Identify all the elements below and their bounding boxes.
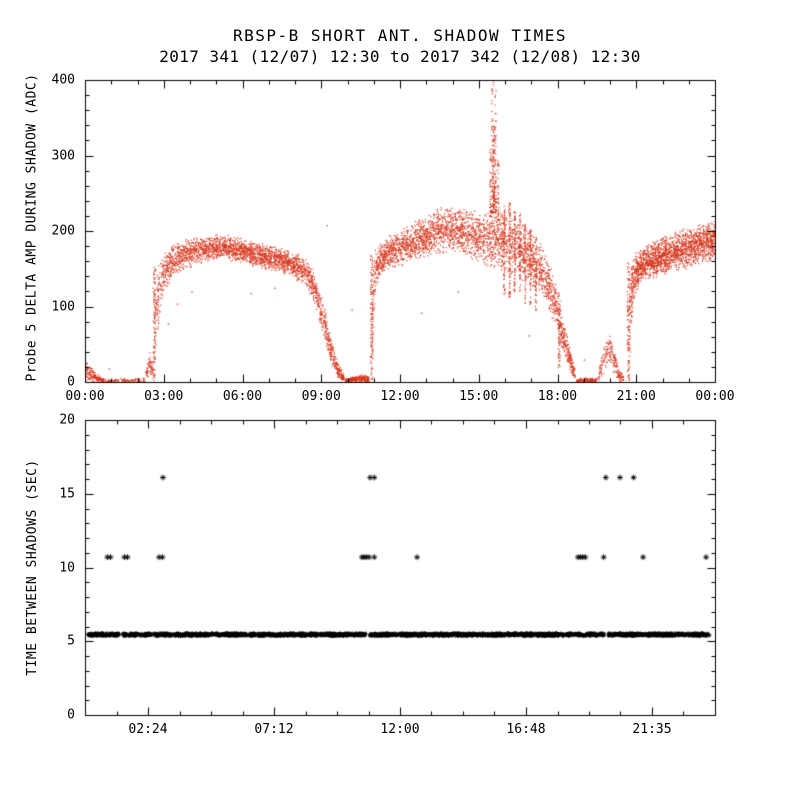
- y-tick-label: 15: [59, 486, 75, 502]
- x-tick-label: 00:00: [65, 389, 105, 404]
- top-y-axis-label: Probe 5 DELTA AMP DURING SHADOW (ADC): [24, 73, 40, 382]
- x-tick-label: 15:00: [459, 389, 499, 404]
- y-tick-label: 5: [67, 633, 75, 649]
- x-tick-label: 09:00: [301, 389, 341, 404]
- x-tick-label: 12:00: [380, 389, 420, 404]
- bottom-y-axis-label: TIME BETWEEN SHADOWS (SEC): [24, 458, 40, 676]
- x-tick-label: 18:00: [537, 389, 578, 404]
- x-tick-label: 03:00: [144, 389, 184, 404]
- y-tick-label: 0: [67, 707, 75, 723]
- y-tick-label: 0: [67, 374, 75, 390]
- chart-title: RBSP-B SHORT ANT. SHADOW TIMES: [233, 26, 567, 45]
- y-tick-label: 300: [51, 148, 75, 163]
- y-tick-label: 20: [59, 412, 75, 428]
- x-tick-label: 12:00: [380, 722, 420, 737]
- y-tick-label: 400: [51, 72, 75, 88]
- x-tick-label: 00:00: [695, 389, 735, 404]
- y-tick-label: 200: [51, 223, 75, 239]
- x-tick-label: 16:48: [506, 722, 546, 737]
- x-tick-label: 21:35: [632, 722, 672, 737]
- x-tick-label: 07:12: [254, 722, 294, 737]
- y-tick-label: 10: [59, 560, 75, 575]
- chart-subtitle: 2017 341 (12/07) 12:30 to 2017 342 (12/0…: [159, 47, 641, 66]
- y-tick-label: 100: [51, 299, 75, 314]
- x-tick-label: 02:24: [128, 722, 168, 737]
- x-tick-label: 21:00: [616, 389, 656, 404]
- x-tick-label: 06:00: [222, 389, 263, 404]
